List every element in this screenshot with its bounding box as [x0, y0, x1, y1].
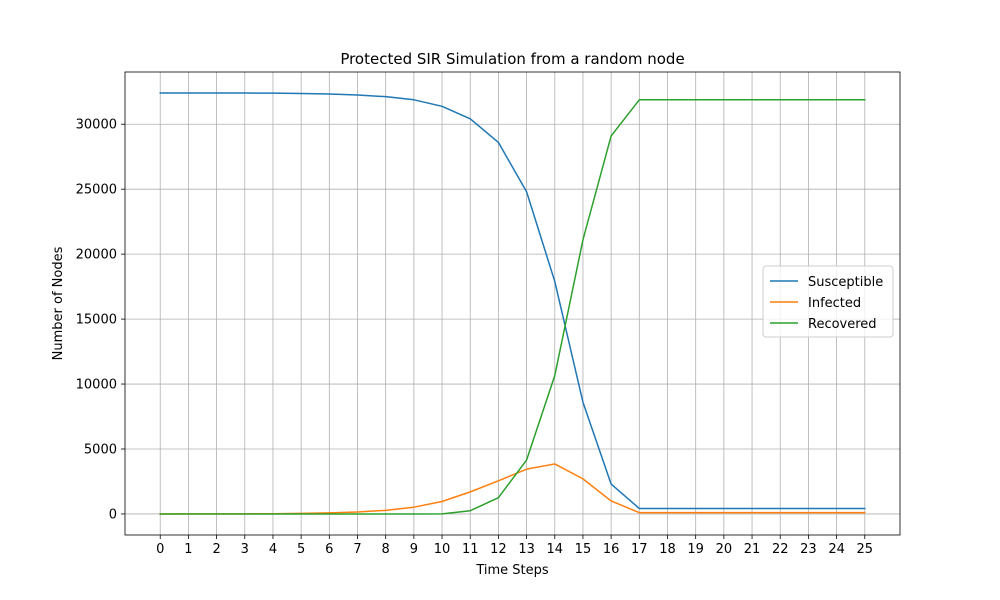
y-tick-label: 0 [109, 507, 117, 522]
x-tick-label: 25 [856, 542, 873, 557]
x-tick-label: 7 [353, 542, 361, 557]
x-tick-label: 9 [410, 542, 418, 557]
x-tick-label: 12 [490, 542, 507, 557]
x-tick-label: 11 [462, 542, 479, 557]
x-tick-label: 21 [744, 542, 761, 557]
y-tick-label: 5000 [84, 442, 117, 457]
x-tick-label: 18 [659, 542, 676, 557]
x-tick-label: 6 [325, 542, 333, 557]
y-axis-title: Number of Nodes [51, 246, 66, 360]
legend-box [762, 265, 894, 338]
x-tick-label: 20 [716, 542, 733, 557]
legend-items: Susceptible Infected Recovered [770, 275, 883, 332]
axis-ticks: 0 1 2 3 4 5 6 7 8 9 10 11 12 13 14 15 16 17 18 19 20 21 22 23 24… [76, 118, 873, 557]
y-tick-label: 30000 [76, 118, 117, 133]
x-tick-label: 4 [269, 542, 277, 557]
y-tick-label: 15000 [76, 313, 117, 328]
x-tick-label: 10 [434, 542, 451, 557]
series-lines [159, 92, 866, 515]
x-tick-label: 17 [631, 542, 648, 557]
x-tick-label: 23 [800, 542, 817, 557]
x-tick-label: 16 [603, 542, 620, 557]
x-tick-label: 22 [772, 542, 789, 557]
x-tick-label: 0 [156, 542, 164, 557]
legend-label-susceptible: Susceptible [808, 275, 883, 290]
y-tick-label: 10000 [76, 378, 117, 393]
plot-area-frame [124, 71, 901, 536]
y-tick-label: 25000 [76, 183, 117, 198]
chart-title: Protected SIR Simulation from a random n… [340, 50, 684, 68]
x-tick-label: 5 [297, 542, 305, 557]
series-line-infected [159, 463, 866, 515]
legend-label-infected: Infected [808, 296, 861, 311]
legend: Susceptible Infected Recovered [762, 265, 894, 338]
series-line-susceptible [159, 92, 866, 510]
legend-label-recovered: Recovered [808, 317, 877, 332]
x-tick-label: 14 [546, 542, 563, 557]
x-tick-label: 8 [382, 542, 390, 557]
y-tick-label: 20000 [76, 248, 117, 263]
x-axis-title: Time Steps [475, 563, 549, 578]
x-tick-label: 1 [184, 542, 192, 557]
x-tick-label: 3 [241, 542, 249, 557]
x-tick-label: 13 [518, 542, 535, 557]
x-tick-label: 2 [212, 542, 220, 557]
x-tick-label: 19 [687, 542, 704, 557]
x-tick-label: 24 [828, 542, 845, 557]
series-line-recovered [159, 99, 866, 515]
x-tick-label: 15 [575, 542, 592, 557]
